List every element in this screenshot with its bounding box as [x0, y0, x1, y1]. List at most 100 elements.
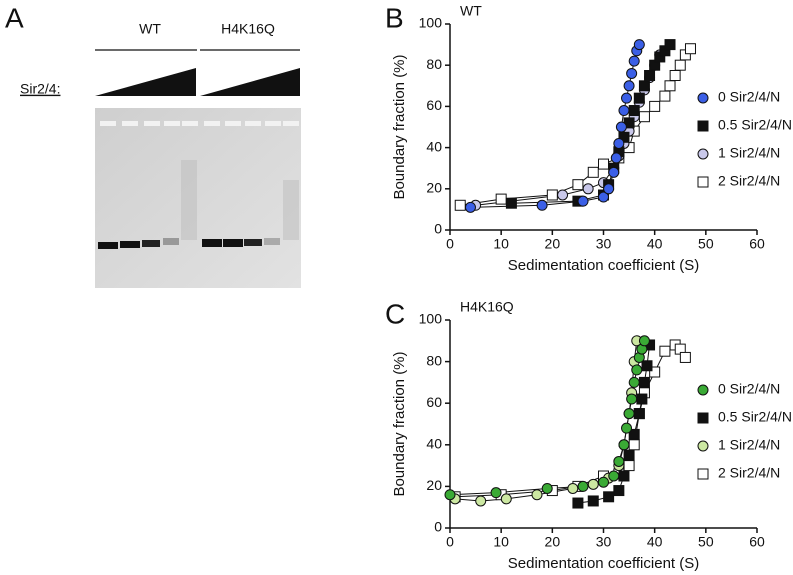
marker — [638, 335, 650, 347]
x-tick-label: 0 — [446, 534, 454, 550]
marker — [572, 497, 584, 509]
panel-label: A — [5, 2, 24, 33]
marker — [623, 460, 635, 472]
panel-label: C — [385, 298, 405, 329]
marker — [674, 59, 686, 71]
marker — [623, 408, 635, 420]
y-tick-label: 40 — [426, 436, 442, 452]
wells — [100, 121, 299, 126]
y-tick-label: 80 — [426, 352, 442, 368]
y-tick-label: 20 — [426, 180, 442, 196]
legend-label: 0 Sir2/4/N — [718, 89, 780, 105]
marker — [623, 80, 635, 92]
marker — [505, 197, 517, 209]
legend-marker — [697, 440, 709, 452]
marker — [638, 80, 650, 92]
marker — [618, 105, 630, 117]
y-tick-label: 40 — [426, 138, 442, 154]
y-tick-label: 60 — [426, 97, 442, 113]
y-tick-label: 0 — [434, 519, 442, 535]
marker — [644, 70, 656, 81]
x-tick-label: 20 — [545, 534, 561, 550]
x-tick-label: 10 — [493, 534, 509, 550]
marker — [557, 189, 569, 201]
marker — [664, 39, 676, 51]
marker — [577, 195, 589, 207]
x-axis-label: Sedimentation coefficient (S) — [508, 257, 700, 274]
marker — [475, 495, 487, 507]
marker — [603, 183, 615, 195]
series-line — [511, 44, 671, 204]
x-axis-label: Sedimentation coefficient (S) — [508, 555, 700, 572]
y-tick-label: 100 — [419, 15, 443, 31]
x-tick-label: 40 — [647, 534, 663, 550]
panel-a: A WT H4K16Q Sir2/4: — [5, 2, 301, 288]
legend-marker — [697, 176, 709, 188]
marker — [684, 43, 696, 55]
marker — [490, 487, 502, 499]
x-tick-label: 60 — [749, 534, 765, 550]
legend-label: 1 Sir2/4/N — [718, 437, 780, 453]
legend-marker — [697, 148, 709, 160]
marker — [598, 191, 609, 203]
marker — [577, 480, 589, 492]
x-tick-label: 40 — [647, 236, 663, 252]
group-label: WT — [139, 21, 161, 37]
x-tick-label: 20 — [545, 236, 561, 252]
marker — [669, 70, 681, 81]
marker — [641, 360, 653, 372]
marker — [495, 193, 507, 205]
legend-marker — [697, 384, 709, 396]
panel-label: B — [385, 2, 404, 33]
y-axis-label: Boundary fraction (%) — [391, 351, 408, 496]
marker — [638, 111, 650, 123]
y-tick-label: 100 — [419, 311, 443, 327]
marker — [649, 100, 661, 112]
x-tick-label: 30 — [596, 236, 612, 252]
marker — [536, 199, 548, 211]
marker — [633, 39, 645, 51]
marker — [628, 376, 640, 388]
legend-label: 2 Sir2/4/N — [718, 465, 780, 481]
marker — [572, 179, 584, 191]
marker — [618, 470, 630, 482]
x-tick-label: 50 — [698, 534, 714, 550]
marker — [464, 201, 476, 213]
legend-label: 2 Sir2/4/N — [718, 173, 780, 189]
marker — [603, 491, 615, 503]
x-tick-label: 50 — [698, 236, 714, 252]
y-tick-label: 0 — [434, 221, 442, 237]
marker — [598, 158, 609, 170]
y-tick-label: 60 — [426, 394, 442, 410]
legend-marker — [697, 92, 709, 104]
legend-marker — [697, 120, 709, 132]
marker — [623, 449, 635, 461]
gel — [95, 108, 301, 288]
marker — [608, 470, 620, 482]
wedge — [95, 68, 196, 96]
marker — [621, 92, 633, 104]
marker — [610, 152, 622, 164]
chart-title: H4K16Q — [460, 299, 514, 315]
legend-label: 1 Sir2/4/N — [718, 145, 780, 161]
marker — [633, 92, 645, 104]
marker — [649, 366, 661, 378]
marker — [613, 485, 625, 497]
x-tick-label: 10 — [493, 236, 509, 252]
marker — [659, 345, 671, 357]
marker — [659, 90, 671, 102]
marker — [638, 376, 650, 388]
group-label: H4K16Q — [221, 21, 275, 37]
marker — [633, 408, 645, 420]
legend-label: 0.5 Sir2/4/N — [718, 117, 792, 133]
chart-title: WT — [460, 3, 482, 19]
marker — [618, 439, 630, 451]
x-tick-label: 60 — [749, 236, 765, 252]
marker — [598, 476, 609, 488]
marker — [664, 80, 676, 92]
y-axis-label: Boundary fraction (%) — [391, 54, 408, 199]
legend-marker — [697, 468, 709, 480]
marker — [582, 183, 594, 195]
legend-marker — [697, 412, 709, 424]
marker — [541, 482, 553, 494]
